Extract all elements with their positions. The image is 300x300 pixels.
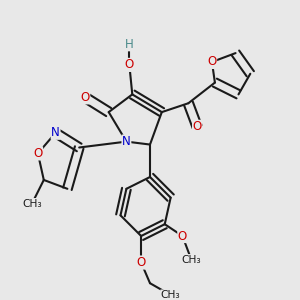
Text: H: H: [125, 38, 134, 51]
Text: O: O: [33, 147, 43, 160]
Text: O: O: [178, 230, 187, 242]
Text: CH₃: CH₃: [161, 290, 181, 300]
Text: CH₃: CH₃: [22, 199, 42, 208]
Text: O: O: [125, 58, 134, 71]
Text: N: N: [122, 135, 131, 148]
Text: O: O: [193, 120, 202, 133]
Text: O: O: [207, 56, 217, 68]
Text: CH₃: CH₃: [182, 255, 201, 265]
Text: O: O: [136, 256, 146, 269]
Text: O: O: [80, 91, 90, 104]
Text: N: N: [51, 126, 60, 139]
